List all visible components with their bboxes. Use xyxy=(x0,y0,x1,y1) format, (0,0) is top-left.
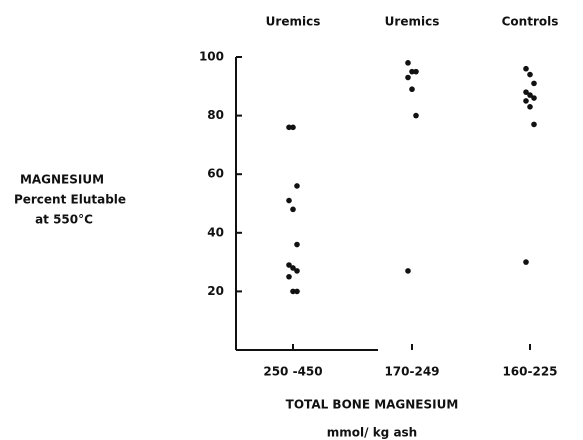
x-tick-label: 170-249 xyxy=(384,365,439,379)
group-label: Uremics xyxy=(385,15,440,29)
data-point xyxy=(527,104,533,110)
data-point xyxy=(409,68,415,75)
y-axis-label: at 550°C xyxy=(35,213,93,227)
data-point xyxy=(290,206,296,213)
data-point xyxy=(523,65,529,72)
data-point xyxy=(294,288,300,295)
x-axis-label: TOTAL BONE MAGNESIUM xyxy=(286,398,459,412)
y-tick-label: 20 xyxy=(207,284,224,298)
data-point xyxy=(294,241,300,248)
data-point xyxy=(523,98,529,104)
data-point xyxy=(531,95,537,101)
data-point xyxy=(523,259,529,265)
group-label: Controls xyxy=(502,15,559,29)
data-point xyxy=(405,268,411,274)
data-point xyxy=(286,273,292,280)
y-axis-label: MAGNESIUM xyxy=(20,173,104,187)
x-tick-label: 160-225 xyxy=(502,365,557,379)
data-point xyxy=(409,86,415,93)
data-point xyxy=(290,265,296,271)
data-point xyxy=(290,288,296,295)
x-axis-label: mmol/ kg ash xyxy=(327,426,417,440)
y-tick-label: 100 xyxy=(199,50,224,64)
data-point xyxy=(286,197,292,204)
y-axis-label: Percent Elutable xyxy=(14,193,126,207)
data-point xyxy=(527,71,533,78)
group-label: Uremics xyxy=(266,15,321,29)
data-point xyxy=(413,112,419,119)
data-point xyxy=(523,89,529,95)
data-point xyxy=(290,124,296,131)
x-tick-label: 250 -450 xyxy=(263,365,322,379)
y-tick-label: 80 xyxy=(207,108,224,122)
y-tick-label: 60 xyxy=(207,167,224,181)
data-point xyxy=(405,60,411,66)
data-point xyxy=(531,80,537,87)
data-point xyxy=(286,262,292,268)
data-point xyxy=(531,121,537,128)
data-point xyxy=(294,268,300,274)
data-point xyxy=(294,183,300,189)
data-point xyxy=(405,74,411,81)
data-point xyxy=(527,92,533,98)
data-point xyxy=(286,124,292,131)
y-tick-label: 40 xyxy=(207,225,224,239)
data-point xyxy=(413,68,419,75)
